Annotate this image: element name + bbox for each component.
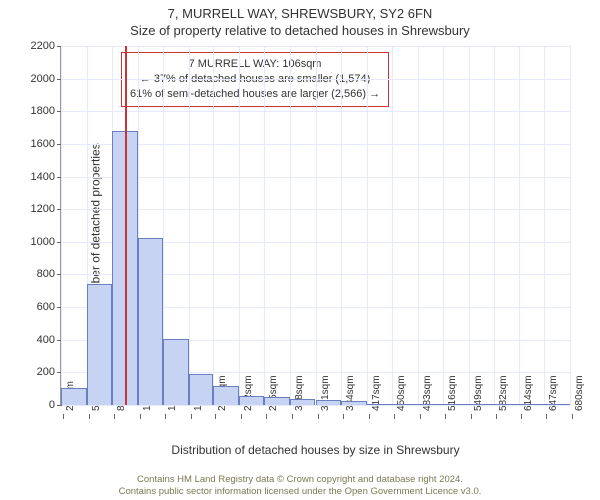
- callout-line3: 61% of semi-detached houses are larger (…: [130, 87, 380, 102]
- y-tick-label: 0: [49, 399, 61, 411]
- gridline-v: [392, 46, 393, 405]
- histogram-bar: [341, 401, 367, 405]
- x-tick-label: 516sqm: [447, 375, 458, 411]
- property-marker-line: [125, 46, 127, 405]
- callout-line1: 7 MURRELL WAY: 106sqm: [130, 57, 380, 72]
- y-tick-label: 1600: [31, 138, 61, 150]
- chart-titles: 7, MURRELL WAY, SHREWSBURY, SY2 6FN Size…: [0, 0, 600, 38]
- histogram-bar: [290, 399, 316, 405]
- gridline-v: [290, 46, 291, 405]
- histogram-bar: [87, 284, 113, 405]
- title-main: 7, MURRELL WAY, SHREWSBURY, SY2 6FN: [0, 6, 600, 21]
- x-tick-label: 647sqm: [548, 375, 559, 411]
- footer-line2: Contains public sector information licen…: [0, 486, 600, 498]
- x-tick-label: 450sqm: [396, 375, 407, 411]
- gridline-v: [519, 46, 520, 405]
- histogram-bar: [443, 404, 469, 405]
- x-tick-label: 252sqm: [243, 375, 254, 411]
- gridline-v: [61, 46, 62, 405]
- plot-area: Number of detached properties Distributi…: [60, 46, 570, 406]
- x-axis-label: Distribution of detached houses by size …: [171, 443, 459, 457]
- gridline-h: [61, 405, 570, 406]
- gridline-v: [494, 46, 495, 405]
- gridline-v: [316, 46, 317, 405]
- y-tick-label: 1400: [31, 171, 61, 183]
- y-tick-label: 2200: [31, 40, 61, 52]
- gridline-v: [418, 46, 419, 405]
- x-tick-label: 417sqm: [371, 375, 382, 411]
- histogram-bar: [392, 404, 418, 405]
- x-tick-label: 582sqm: [498, 375, 509, 411]
- gridline-v: [239, 46, 240, 405]
- footer-line1: Contains HM Land Registry data © Crown c…: [0, 474, 600, 486]
- y-tick-label: 800: [37, 268, 61, 280]
- histogram-bar: [519, 404, 545, 405]
- x-tick-label: 285sqm: [268, 375, 279, 411]
- x-tick-label: 549sqm: [473, 375, 484, 411]
- y-tick-label: 600: [37, 301, 61, 313]
- footer-attribution: Contains HM Land Registry data © Crown c…: [0, 474, 600, 498]
- x-tick-label: 384sqm: [345, 375, 356, 411]
- gridline-v: [367, 46, 368, 405]
- y-tick-label: 2000: [31, 73, 61, 85]
- histogram-bar: [469, 404, 495, 405]
- histogram-bar: [494, 404, 519, 405]
- gridline-v: [544, 46, 545, 405]
- histogram-bar: [138, 238, 164, 405]
- histogram-bar: [418, 404, 444, 405]
- y-tick-label: 400: [37, 334, 61, 346]
- chart-area: Number of detached properties Distributi…: [60, 46, 570, 406]
- gridline-v: [443, 46, 444, 405]
- x-tick-label: 614sqm: [523, 375, 534, 411]
- title-sub: Size of property relative to detached ho…: [0, 23, 600, 38]
- gridline-v: [570, 46, 571, 405]
- x-tick-label: 483sqm: [422, 375, 433, 411]
- histogram-bar: [544, 404, 570, 405]
- histogram-bar: [189, 374, 214, 405]
- histogram-bar: [316, 400, 342, 405]
- gridline-v: [189, 46, 190, 405]
- gridline-v: [341, 46, 342, 405]
- histogram-bar: [61, 388, 87, 405]
- y-tick-label: 1800: [31, 105, 61, 117]
- gridline-v: [469, 46, 470, 405]
- histogram-bar: [213, 386, 239, 405]
- x-tick-label: 318sqm: [294, 375, 305, 411]
- gridline-v: [264, 46, 265, 405]
- histogram-bar: [264, 397, 290, 405]
- y-tick-label: 1200: [31, 203, 61, 215]
- x-tick-label: 351sqm: [320, 375, 331, 411]
- gridline-v: [213, 46, 214, 405]
- histogram-bar: [163, 339, 189, 405]
- histogram-bar: [239, 396, 265, 405]
- y-tick-label: 1000: [31, 236, 61, 248]
- histogram-bar: [367, 404, 393, 405]
- x-tick-label: 680sqm: [574, 375, 585, 411]
- y-tick-label: 200: [37, 366, 61, 378]
